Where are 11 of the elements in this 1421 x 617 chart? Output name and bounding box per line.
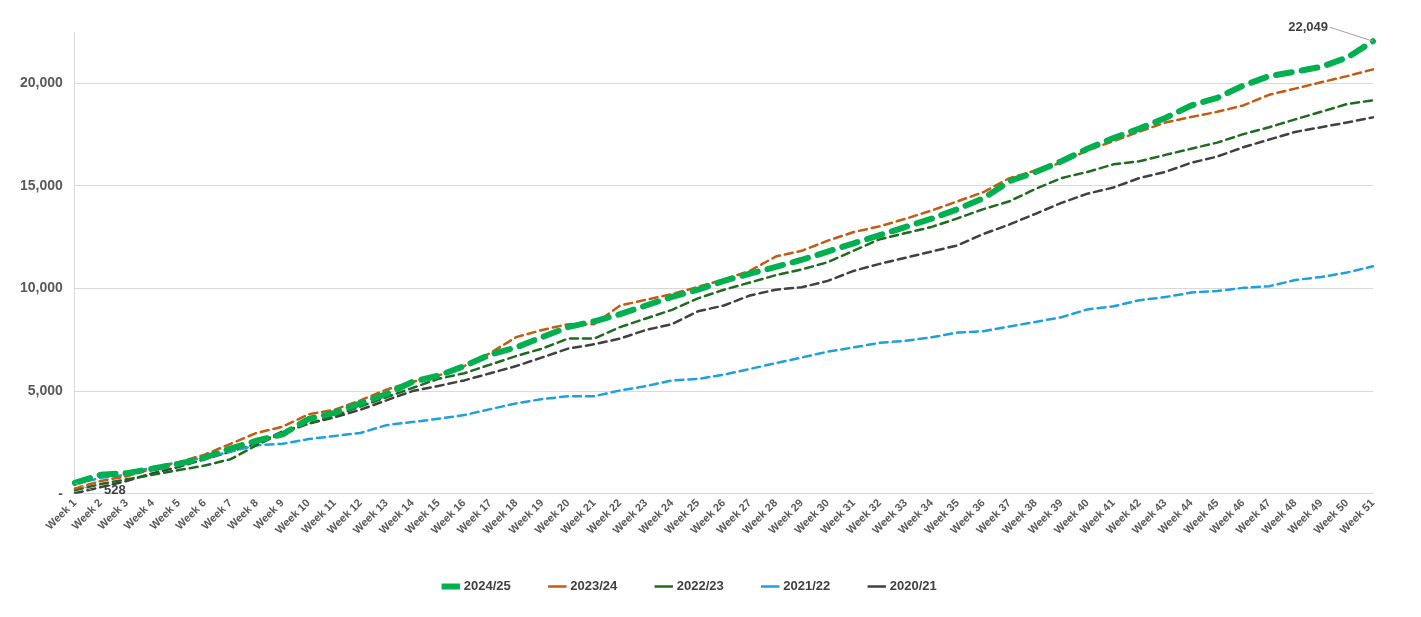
legend-label: 2021/22 [783,578,831,594]
legend-label: 2024/25 [463,578,511,594]
legend-label: 2020/21 [889,578,937,594]
legend-label: 2023/24 [570,578,619,594]
y-tick-label: 5,000 [27,381,64,398]
y-tick-label: 15,000 [19,176,64,193]
y-tick-label: - [58,484,64,501]
y-tick-label: 20,000 [19,74,64,91]
legend-label: 2022/23 [676,578,724,594]
annotation: 22,049 [1288,18,1328,34]
y-tick-label: 10,000 [19,279,64,296]
